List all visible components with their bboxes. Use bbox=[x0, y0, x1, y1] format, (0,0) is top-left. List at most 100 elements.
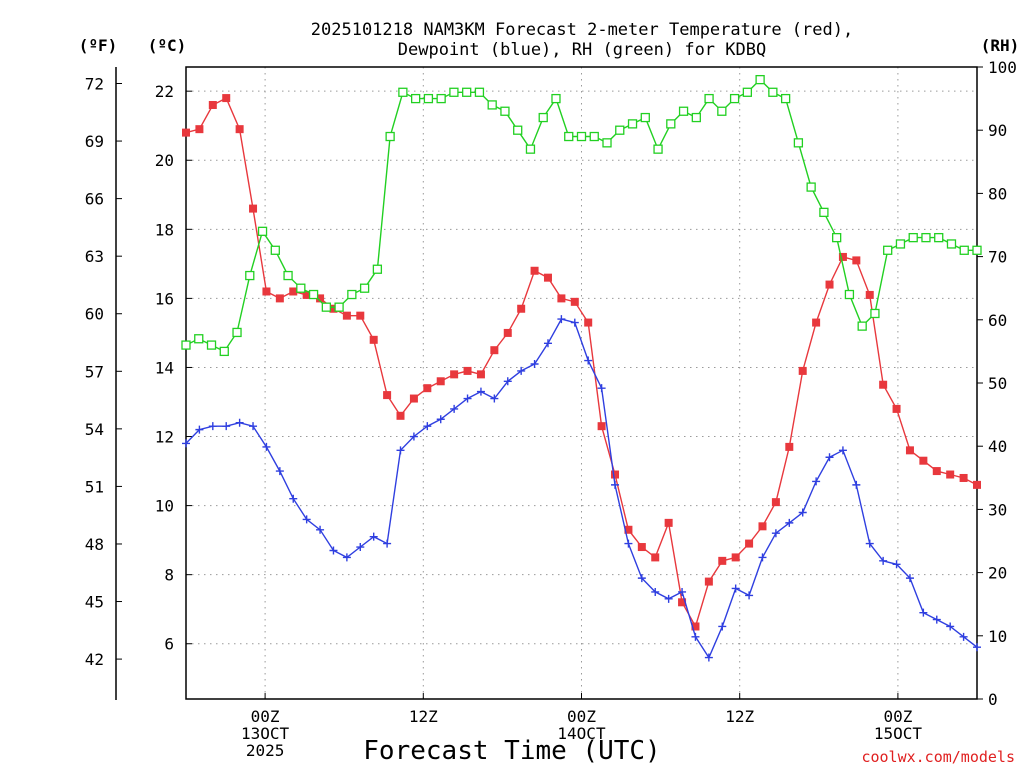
rh-point bbox=[194, 334, 204, 344]
rh-point bbox=[832, 232, 842, 243]
dewpoint-point bbox=[704, 653, 713, 662]
dewpoint-point bbox=[316, 525, 325, 534]
x-tick-label: 00Z bbox=[567, 707, 596, 726]
2-meter-temperature-point bbox=[450, 370, 459, 379]
2-meter-temperature-point bbox=[262, 287, 271, 296]
rh-point bbox=[500, 106, 510, 116]
celsius-tick-label: 6 bbox=[164, 635, 174, 654]
dewpoint-point bbox=[409, 432, 418, 441]
rh-point bbox=[780, 93, 791, 104]
2-meter-temperature-point bbox=[249, 204, 258, 213]
2-meter-temperature-point bbox=[289, 287, 298, 296]
dewpoint-point bbox=[208, 422, 217, 431]
dewpoint-point bbox=[758, 553, 767, 562]
2-meter-temperature-point bbox=[745, 539, 754, 548]
rh-point bbox=[296, 283, 306, 293]
dewpoint-point bbox=[383, 539, 392, 548]
dewpoint-point bbox=[852, 480, 861, 489]
2-meter-temperature-point bbox=[557, 294, 566, 303]
2-meter-temperature-point bbox=[383, 391, 392, 400]
fahrenheit-tick-label: 51 bbox=[85, 477, 104, 496]
2-meter-temperature-point bbox=[624, 525, 633, 534]
celsius-tick-label: 16 bbox=[155, 289, 174, 308]
fahrenheit-unit-label: (ºF) bbox=[79, 36, 118, 55]
rh-point bbox=[844, 289, 855, 300]
plot-frame bbox=[185, 66, 978, 700]
2-meter-temperature-point bbox=[584, 318, 593, 327]
2-meter-temperature-point bbox=[785, 442, 794, 451]
dewpoint-point bbox=[503, 377, 512, 386]
rh-point bbox=[678, 106, 689, 116]
rh-unit-label: (RH) bbox=[981, 36, 1020, 55]
credit-text[interactable]: coolwx.com/models bbox=[861, 748, 1015, 766]
dewpoint-line bbox=[185, 318, 978, 660]
rh-point bbox=[691, 112, 701, 123]
rh-point bbox=[895, 239, 906, 249]
rh-point bbox=[206, 340, 217, 350]
2-meter-temperature-point bbox=[302, 290, 311, 299]
2-meter-temperature-point bbox=[704, 577, 713, 586]
chart-title-line-2: Dewpoint (blue), RH (green) for KDBQ bbox=[398, 40, 766, 60]
rh-tick-label: 30 bbox=[988, 500, 1007, 519]
2-meter-temperature-point bbox=[812, 318, 821, 327]
2-meter-temperature-point bbox=[369, 335, 378, 344]
rh-point bbox=[755, 74, 765, 85]
rh-point bbox=[908, 232, 918, 243]
dewpoint-point bbox=[597, 384, 606, 393]
2-meter-temperature-point bbox=[798, 366, 807, 375]
celsius-unit-label: (ºC) bbox=[148, 36, 187, 55]
2-meter-temperature-point bbox=[182, 128, 190, 137]
rh-point bbox=[857, 321, 867, 331]
x-tick-label: 00Z bbox=[251, 707, 280, 726]
2-meter-temperature-point bbox=[678, 598, 687, 607]
rh-point bbox=[551, 93, 561, 104]
2-meter-temperature-point bbox=[611, 470, 620, 479]
rh-point bbox=[474, 87, 485, 97]
dewpoint-point bbox=[584, 356, 593, 365]
celsius-tick-label: 12 bbox=[155, 428, 174, 447]
dewpoint-point bbox=[973, 643, 981, 652]
rh-point bbox=[538, 112, 548, 123]
rh-point bbox=[245, 270, 255, 281]
2-meter-temperature-point bbox=[463, 366, 472, 375]
2-meter-temperature-point bbox=[892, 404, 901, 413]
rh-point bbox=[793, 138, 804, 148]
2-meter-temperature-point bbox=[637, 543, 646, 552]
rh-point bbox=[576, 131, 587, 142]
rh-point bbox=[883, 245, 893, 255]
fahrenheit-tick-label: 63 bbox=[85, 247, 104, 266]
rh-point bbox=[768, 87, 778, 97]
2-meter-temperature-point bbox=[825, 280, 834, 289]
2-meter-temperature-point bbox=[409, 394, 418, 403]
dewpoint-point bbox=[342, 553, 351, 562]
2-meter-temperature-point bbox=[530, 266, 539, 275]
dewpoint-point bbox=[771, 529, 780, 538]
rh-point bbox=[385, 131, 395, 142]
2-meter-temperature-point bbox=[222, 94, 231, 103]
2-meter-temperature-point bbox=[932, 467, 941, 476]
dewpoint-point bbox=[651, 587, 660, 596]
dewpoint-point bbox=[892, 560, 901, 569]
2-meter-temperature-point bbox=[275, 294, 284, 303]
2-meter-temperature-point bbox=[195, 125, 204, 134]
dewpoint-point bbox=[302, 515, 311, 524]
dewpoint-point bbox=[785, 518, 794, 527]
dewpoint-point bbox=[235, 418, 244, 427]
rh-point bbox=[347, 289, 357, 300]
fahrenheit-tick-label: 54 bbox=[85, 420, 104, 439]
rh-point bbox=[972, 245, 982, 255]
dewpoint-point bbox=[624, 539, 633, 548]
2-meter-temperature-point bbox=[597, 422, 606, 431]
x-tick-label: 2025 bbox=[246, 741, 285, 760]
2-meter-temperature-point bbox=[543, 273, 552, 282]
dewpoint-point bbox=[557, 315, 566, 324]
dewpoint-point bbox=[463, 394, 472, 403]
dewpoint-point bbox=[262, 442, 271, 451]
dewpoint-point bbox=[249, 422, 258, 431]
dewpoint-point bbox=[289, 494, 298, 503]
grid-lines bbox=[186, 67, 977, 699]
2-meter-temperature-point bbox=[356, 311, 365, 320]
2-meter-temperature-point bbox=[396, 411, 405, 420]
